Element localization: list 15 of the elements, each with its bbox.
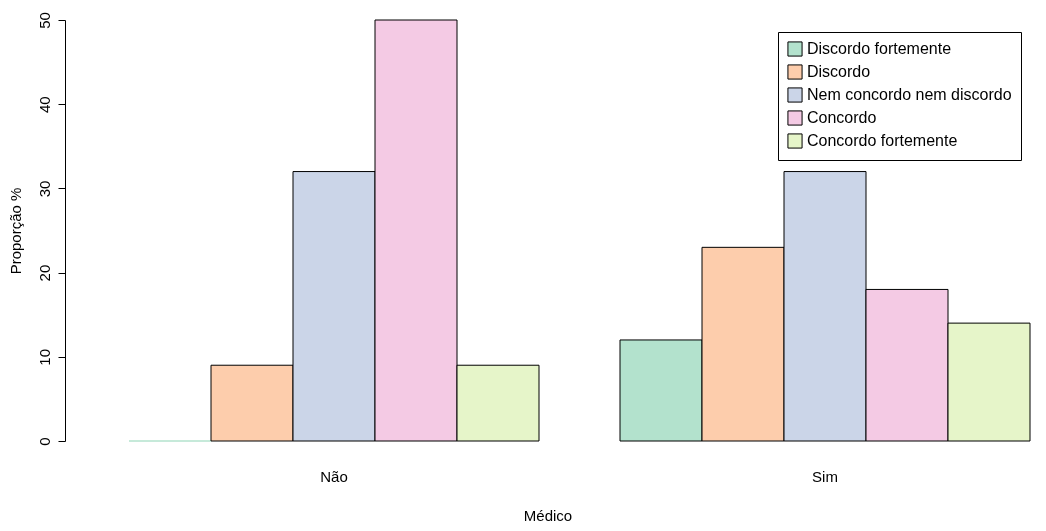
legend-label: Concordo fortemente <box>807 132 958 149</box>
y-tick-label: 0 <box>35 437 53 446</box>
y-tick-label: 50 <box>35 12 53 29</box>
legend-label: Discordo <box>807 63 871 80</box>
y-tick-label: 30 <box>35 180 53 198</box>
y-tick-label: 10 <box>35 348 53 366</box>
x-axis-title: Médico <box>523 506 573 524</box>
x-tick-label: Não <box>320 467 348 485</box>
y-tick-label: 40 <box>35 96 53 114</box>
x-tick-label: Sim <box>812 467 838 485</box>
y-axis-title: Proporção % <box>6 187 24 275</box>
legend-label: Discordo fortemente <box>807 40 952 57</box>
y-tick-label: 20 <box>35 264 53 282</box>
legend-label: Concordo <box>807 109 877 126</box>
legend-label: Nem concordo nem discordo <box>807 86 1012 103</box>
